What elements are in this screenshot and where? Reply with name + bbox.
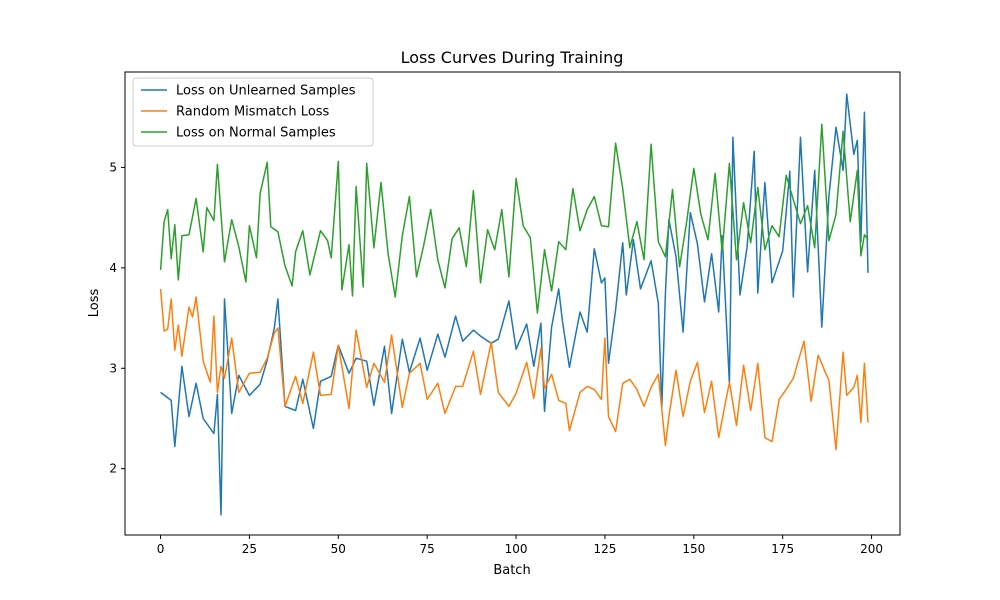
x-tick-label: 75 [420, 542, 435, 556]
y-tick-label: 5 [109, 160, 117, 174]
y-tick-label: 4 [109, 261, 117, 275]
x-tick-label: 25 [242, 542, 257, 556]
x-tick-label: 50 [331, 542, 346, 556]
legend-label-1: Loss on Unlearned Samples [176, 84, 356, 99]
plot-frame [124, 71, 901, 536]
series-line-3 [159, 123, 869, 314]
y-axis-label: Loss [87, 289, 102, 318]
x-tick-label: 0 [157, 542, 165, 556]
y-tick-label: 2 [109, 462, 117, 476]
y-tick-label: 3 [109, 361, 117, 375]
y-axis-ticks: 2 3 4 5 [109, 160, 125, 476]
x-tick-label: 150 [682, 542, 705, 556]
x-axis-ticks: 0 25 50 75 100 125 150 175 200 [157, 535, 883, 556]
legend-box [132, 77, 374, 147]
legend-label-3: Loss on Normal Samples [176, 126, 336, 141]
legend-label-2: Random Mismatch Loss [176, 105, 330, 120]
chart-title: Loss Curves During Training [401, 48, 624, 67]
series-line-1 [160, 93, 869, 516]
legend: Loss on Unlearned Samples Random Mismatch… [132, 77, 374, 147]
plot-lines [159, 93, 869, 516]
x-axis-label: Batch [493, 563, 530, 578]
x-tick-label: 200 [860, 542, 883, 556]
x-tick-label: 100 [505, 542, 528, 556]
x-tick-label: 175 [771, 542, 794, 556]
series-line-2 [159, 288, 869, 451]
x-tick-label: 125 [593, 542, 616, 556]
